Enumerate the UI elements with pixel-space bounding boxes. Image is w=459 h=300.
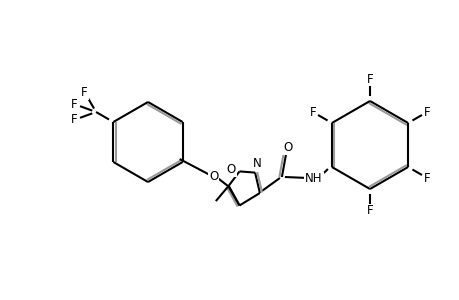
Text: F: F xyxy=(71,98,78,111)
Text: F: F xyxy=(423,106,430,118)
Text: F: F xyxy=(309,106,315,118)
Text: O: O xyxy=(283,140,292,154)
Text: F: F xyxy=(423,172,430,184)
Text: F: F xyxy=(81,85,88,99)
Text: F: F xyxy=(366,73,373,85)
Text: NH: NH xyxy=(304,172,322,185)
Text: O: O xyxy=(209,169,218,183)
Text: F: F xyxy=(71,113,78,126)
Text: O: O xyxy=(226,163,235,176)
Text: F: F xyxy=(366,205,373,218)
Text: N: N xyxy=(252,157,261,170)
